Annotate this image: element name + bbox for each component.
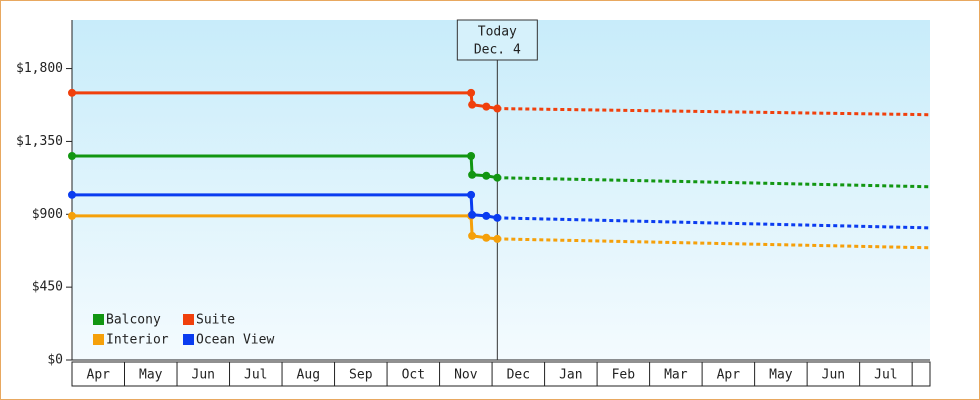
x-tick-label: Aug: [297, 368, 320, 383]
x-tick-label: Jul: [244, 368, 267, 383]
point: [468, 170, 477, 179]
y-tick-label: $1,800: [16, 61, 63, 76]
x-tick-label: Jul: [874, 368, 897, 383]
x-tick-label: Nov: [454, 368, 478, 383]
x-tick-label: Jun: [192, 368, 215, 383]
y-tick-label: $900: [32, 207, 63, 222]
point: [68, 211, 76, 220]
x-tick-label: Mar: [664, 368, 688, 383]
legend-swatch: [183, 314, 194, 325]
legend-label: Balcony: [106, 313, 161, 328]
point: [482, 171, 491, 180]
legend-swatch: [93, 334, 104, 345]
x-tick-label: Sep: [349, 368, 373, 383]
point: [482, 211, 491, 220]
forecast-line: [497, 216, 931, 230]
x-tick-label: May: [139, 368, 163, 383]
point: [493, 104, 502, 113]
y-tick-label: $450: [32, 280, 63, 295]
point: [468, 100, 477, 109]
x-tick-label: Feb: [612, 368, 636, 383]
legend-swatch: [183, 334, 194, 345]
point: [482, 233, 491, 242]
point: [482, 102, 491, 111]
x-tick-label: Oct: [402, 368, 425, 383]
point: [493, 213, 502, 222]
forecast-line: [497, 107, 931, 117]
y-tick-label: $1,350: [16, 134, 63, 149]
x-tick-label: Apr: [87, 368, 111, 383]
forecast-line: [497, 176, 931, 189]
point: [467, 152, 476, 160]
x-tick-label: Apr: [717, 368, 741, 383]
today-box: [456, 19, 538, 61]
legend-label: Ocean View: [196, 333, 274, 348]
x-tick-label: Jan: [559, 368, 582, 383]
today-text: Today: [478, 25, 517, 40]
x-axis-band: [71, 361, 931, 387]
legend-swatch: [93, 314, 104, 325]
point: [467, 190, 476, 199]
point: [468, 231, 477, 240]
point: [467, 88, 476, 97]
y-tick-label: $0: [47, 353, 63, 368]
legend-label: Interior: [106, 333, 169, 348]
point: [468, 210, 477, 219]
x-tick-label: Dec: [507, 368, 530, 383]
forecast-line: [497, 237, 931, 250]
point: [493, 234, 502, 243]
today-text: Dec. 4: [474, 43, 521, 58]
point: [493, 173, 502, 182]
point: [68, 152, 76, 160]
x-tick-label: May: [769, 368, 793, 383]
point: [68, 88, 76, 97]
point: [68, 190, 76, 199]
legend-label: Suite: [196, 313, 235, 328]
plot-area: [72, 20, 930, 360]
x-tick-label: Jun: [822, 368, 845, 383]
